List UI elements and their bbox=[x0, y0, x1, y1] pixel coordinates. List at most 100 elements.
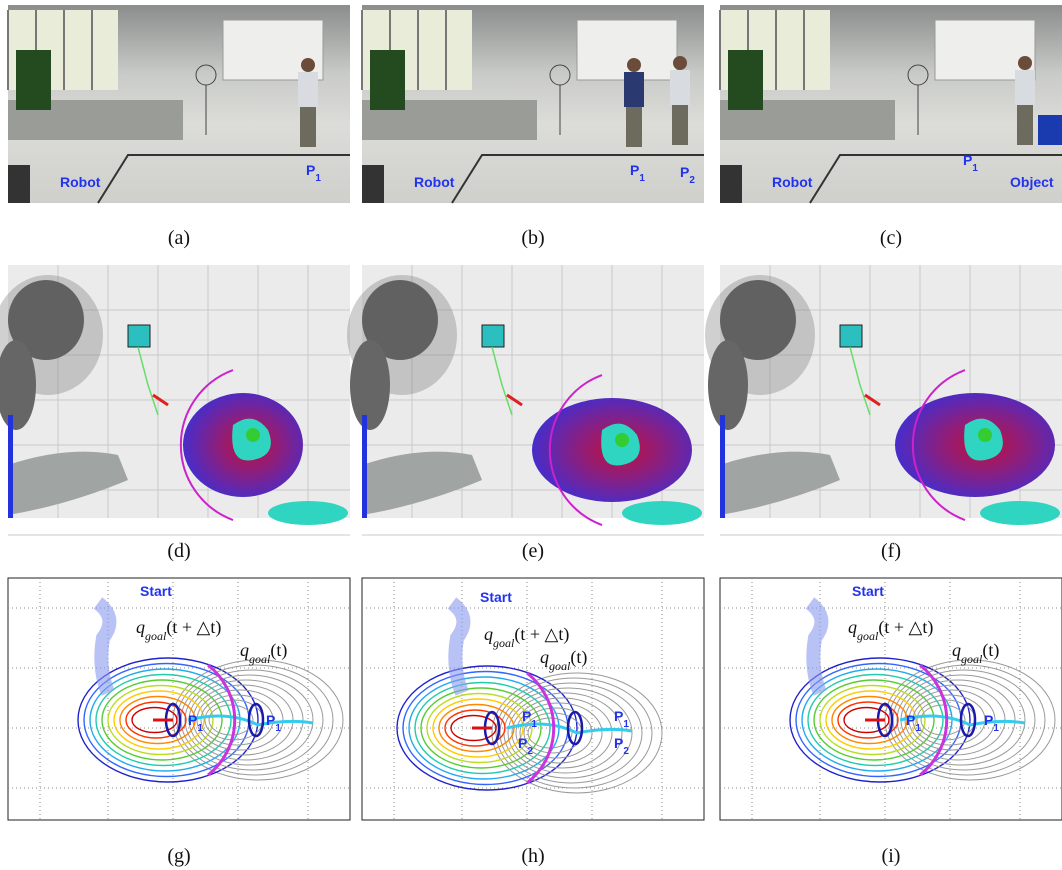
caption: (d) bbox=[167, 540, 190, 562]
label-text: P bbox=[630, 162, 639, 178]
caption: (e) bbox=[522, 540, 544, 562]
goal-arg: (t) bbox=[570, 647, 587, 668]
person-head bbox=[1018, 56, 1032, 70]
label-text: P bbox=[614, 735, 623, 751]
goal-arg: (t) bbox=[270, 640, 287, 661]
caption: (h) bbox=[521, 845, 544, 867]
caption: (g) bbox=[167, 845, 190, 867]
label-sub: 2 bbox=[689, 175, 695, 186]
goal-q: q bbox=[136, 617, 145, 637]
goal-q: q bbox=[540, 647, 549, 667]
goal-sub: goal bbox=[549, 659, 571, 673]
robot-body bbox=[482, 325, 504, 347]
map-panel bbox=[347, 265, 704, 535]
label-sub: 1 bbox=[623, 719, 629, 730]
goal-arg: (t) bbox=[982, 640, 999, 661]
plot-panel: Startqgoal(t + △t)qgoal(t)P1P1 bbox=[720, 578, 1062, 820]
board bbox=[728, 50, 763, 110]
start-label: Start bbox=[852, 583, 884, 599]
obstacle bbox=[350, 340, 390, 430]
label-text: P bbox=[963, 152, 972, 168]
person-legs bbox=[626, 107, 642, 147]
person-marker bbox=[246, 428, 260, 442]
person-head bbox=[301, 58, 315, 72]
start-label: Start bbox=[480, 589, 512, 605]
caption: (c) bbox=[880, 227, 902, 249]
plot-frame bbox=[362, 578, 704, 820]
label-text: P bbox=[522, 708, 531, 724]
robot bbox=[8, 165, 30, 203]
label-sub: 1 bbox=[315, 173, 321, 184]
label-text: P bbox=[188, 712, 197, 728]
cyan-blob bbox=[268, 501, 348, 525]
label: Robot bbox=[60, 174, 101, 190]
wall bbox=[720, 415, 725, 518]
person-body bbox=[1015, 70, 1035, 105]
goal-sub: goal bbox=[493, 636, 515, 650]
goal-sub: goal bbox=[961, 652, 983, 666]
cyan-blob bbox=[980, 501, 1060, 525]
label-sub: 1 bbox=[531, 719, 537, 730]
robot bbox=[362, 165, 384, 203]
wall bbox=[8, 415, 13, 518]
whiteboard bbox=[577, 20, 677, 80]
label-sub: 1 bbox=[972, 163, 978, 174]
label: Robot bbox=[772, 174, 813, 190]
label-text: Robot bbox=[60, 174, 101, 190]
cyan-blob bbox=[622, 501, 702, 525]
person-head bbox=[627, 58, 641, 72]
map-panel bbox=[705, 265, 1062, 535]
goal-sub: goal bbox=[249, 652, 271, 666]
label-sub: 2 bbox=[527, 746, 533, 757]
person-legs bbox=[672, 105, 688, 145]
label-text: P bbox=[614, 708, 623, 724]
plot-frame bbox=[720, 578, 1062, 820]
label-sub: 1 bbox=[275, 723, 281, 734]
goal-q: q bbox=[240, 640, 249, 660]
label-text: Robot bbox=[772, 174, 813, 190]
goal-sub: goal bbox=[145, 629, 167, 643]
goal-q: q bbox=[484, 624, 493, 644]
board bbox=[16, 50, 51, 110]
label-sub: 1 bbox=[915, 723, 921, 734]
caption: (f) bbox=[881, 540, 901, 562]
goal-q: q bbox=[952, 640, 961, 660]
robot bbox=[720, 165, 742, 203]
person-legs bbox=[1017, 105, 1033, 145]
label-text: P bbox=[984, 712, 993, 728]
chair bbox=[1038, 115, 1062, 145]
label-text: P bbox=[306, 162, 315, 178]
goal-arg: (t + △t) bbox=[166, 617, 221, 638]
label-sub: 1 bbox=[639, 173, 645, 184]
wall bbox=[362, 415, 367, 518]
label: Robot bbox=[414, 174, 455, 190]
label-text: Robot bbox=[414, 174, 455, 190]
goal-sub: goal bbox=[857, 629, 879, 643]
caption: (b) bbox=[521, 227, 544, 249]
robot-body bbox=[128, 325, 150, 347]
person-marker bbox=[615, 433, 629, 447]
label-text: P bbox=[906, 712, 915, 728]
label-text: P bbox=[680, 164, 689, 180]
board bbox=[370, 50, 405, 110]
person-body bbox=[298, 72, 318, 107]
goal-arg: (t + △t) bbox=[514, 624, 569, 645]
label-sub: 2 bbox=[623, 746, 629, 757]
goal-arg: (t + △t) bbox=[878, 617, 933, 638]
caption: (i) bbox=[882, 845, 901, 867]
obstacle bbox=[708, 340, 748, 430]
map-panel bbox=[0, 265, 350, 535]
person-head bbox=[673, 56, 687, 70]
figure: RobotP1(a)RobotP1P2(b)RobotP1Object(c)(d… bbox=[0, 0, 1062, 870]
label-text: P bbox=[518, 735, 527, 751]
plot-frame bbox=[8, 578, 350, 820]
person-body bbox=[670, 70, 690, 105]
label-sub: 1 bbox=[197, 723, 203, 734]
start-label: Start bbox=[140, 583, 172, 599]
robot-body bbox=[840, 325, 862, 347]
label-sub: 1 bbox=[993, 723, 999, 734]
